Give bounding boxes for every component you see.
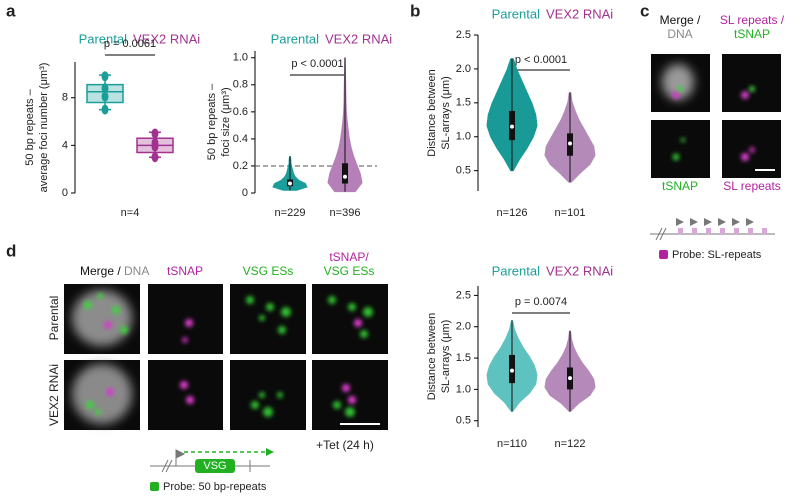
- y-tick-label: 2.0: [456, 63, 471, 75]
- median: [510, 368, 514, 373]
- n-label: n=229: [275, 207, 306, 219]
- y-axis-label: Distance between: [426, 69, 438, 156]
- y-axis-label: average foci number (μm³): [38, 63, 50, 193]
- y-tick-label: 1.0: [233, 52, 248, 64]
- panel-label: d: [6, 241, 16, 260]
- y-axis-label: SL-arrays (μm): [440, 320, 452, 394]
- legend-label: VEX2 RNAi: [133, 31, 200, 46]
- data-point: [101, 91, 109, 102]
- image-header: Merge /: [80, 264, 121, 278]
- treatment-label: +Tet (24 h): [316, 438, 374, 452]
- p-value: p = 0.0061: [104, 38, 156, 50]
- y-tick-label: 0.8: [233, 79, 248, 91]
- legend-label: VEX2 RNAi: [546, 263, 613, 278]
- iqr-box: [342, 163, 348, 184]
- image-header: DNA: [124, 264, 149, 278]
- y-tick-label: 0: [242, 187, 248, 199]
- y-tick-label: 1.0: [456, 383, 471, 395]
- y-tick-label: 1.5: [456, 352, 471, 364]
- locus-diagram-c: [650, 218, 775, 241]
- data-point: [101, 71, 109, 82]
- p-value: p < 0.0001: [515, 54, 567, 66]
- y-tick-label: 0: [62, 187, 68, 199]
- y-tick-label: 2.5: [456, 29, 471, 41]
- probe-label: Probe: 50 bp-repeats: [163, 481, 267, 493]
- probe-label: Probe: SL-repeats: [672, 249, 762, 261]
- y-axis-label: foci size (μm³): [220, 87, 232, 156]
- y-tick-label: 2.5: [456, 289, 471, 301]
- data-point: [151, 128, 159, 139]
- legend-swatch: [150, 482, 159, 491]
- n-label: n=110: [497, 438, 527, 450]
- locus-diagram-d: [150, 448, 274, 473]
- y-tick-label: 1.0: [456, 131, 471, 143]
- micrographs-c: [651, 54, 781, 178]
- data-point: [151, 152, 159, 163]
- y-tick-label: 0.6: [233, 106, 248, 118]
- micrographs-d: [64, 284, 388, 430]
- data-point: [101, 83, 109, 94]
- median: [343, 174, 347, 179]
- median: [510, 124, 514, 129]
- image-header: Merge /: [660, 13, 701, 27]
- y-tick-label: 4: [62, 139, 68, 151]
- image-header: tSNAP: [167, 264, 203, 278]
- median: [568, 376, 572, 381]
- image-header: VSG ESs: [243, 264, 294, 278]
- legend-label: Parental: [492, 263, 541, 278]
- p-value: p = 0.0074: [515, 296, 567, 308]
- image-label: tSNAP: [662, 179, 698, 193]
- y-axis-label: Distance between: [426, 313, 438, 400]
- legend-label: VEX2 RNAi: [325, 31, 392, 46]
- data-point: [151, 141, 159, 152]
- y-tick-label: 0.5: [456, 415, 471, 427]
- gene-label: VSG: [203, 460, 226, 472]
- legend-label: Parental: [271, 31, 320, 46]
- y-tick-label: 1.5: [456, 97, 471, 109]
- panel-label: b: [410, 1, 420, 20]
- y-tick-label: 0.5: [456, 165, 471, 177]
- n-label: n=122: [555, 438, 586, 450]
- y-tick-label: 2.0: [456, 321, 471, 333]
- y-tick-label: 8: [62, 92, 68, 104]
- n-label: n=101: [555, 207, 586, 219]
- n-label: n=4: [121, 207, 140, 219]
- legend-label: VEX2 RNAi: [546, 6, 613, 21]
- y-axis-label: 50 bp repeats –: [206, 83, 218, 160]
- median: [568, 141, 572, 146]
- image-label: SL repeats: [723, 179, 781, 193]
- median: [288, 181, 292, 186]
- panel-label: a: [6, 1, 16, 20]
- y-axis-label: SL-arrays (μm): [440, 76, 452, 150]
- y-axis-label: 50 bp repeats –: [24, 88, 36, 165]
- legend-label: Parental: [492, 6, 541, 21]
- image-header: VSG ESs: [324, 264, 375, 278]
- row-label: Parental: [47, 296, 61, 341]
- panel-label: c: [640, 1, 649, 20]
- image-header: DNA: [667, 27, 692, 41]
- image-header: SL repeats /: [720, 13, 785, 27]
- legend-label: Parental: [79, 31, 128, 46]
- legend-swatch: [659, 250, 668, 259]
- n-label: n=126: [497, 207, 528, 219]
- image-header: tSNAP: [734, 27, 770, 41]
- p-value: p < 0.0001: [291, 58, 343, 70]
- y-tick-label: 0.4: [233, 133, 248, 145]
- data-point: [101, 104, 109, 115]
- row-label: VEX2 RNAi: [47, 364, 61, 426]
- image-header: tSNAP/: [329, 250, 369, 264]
- y-tick-label: 0.2: [233, 160, 248, 172]
- n-label: n=396: [330, 207, 361, 219]
